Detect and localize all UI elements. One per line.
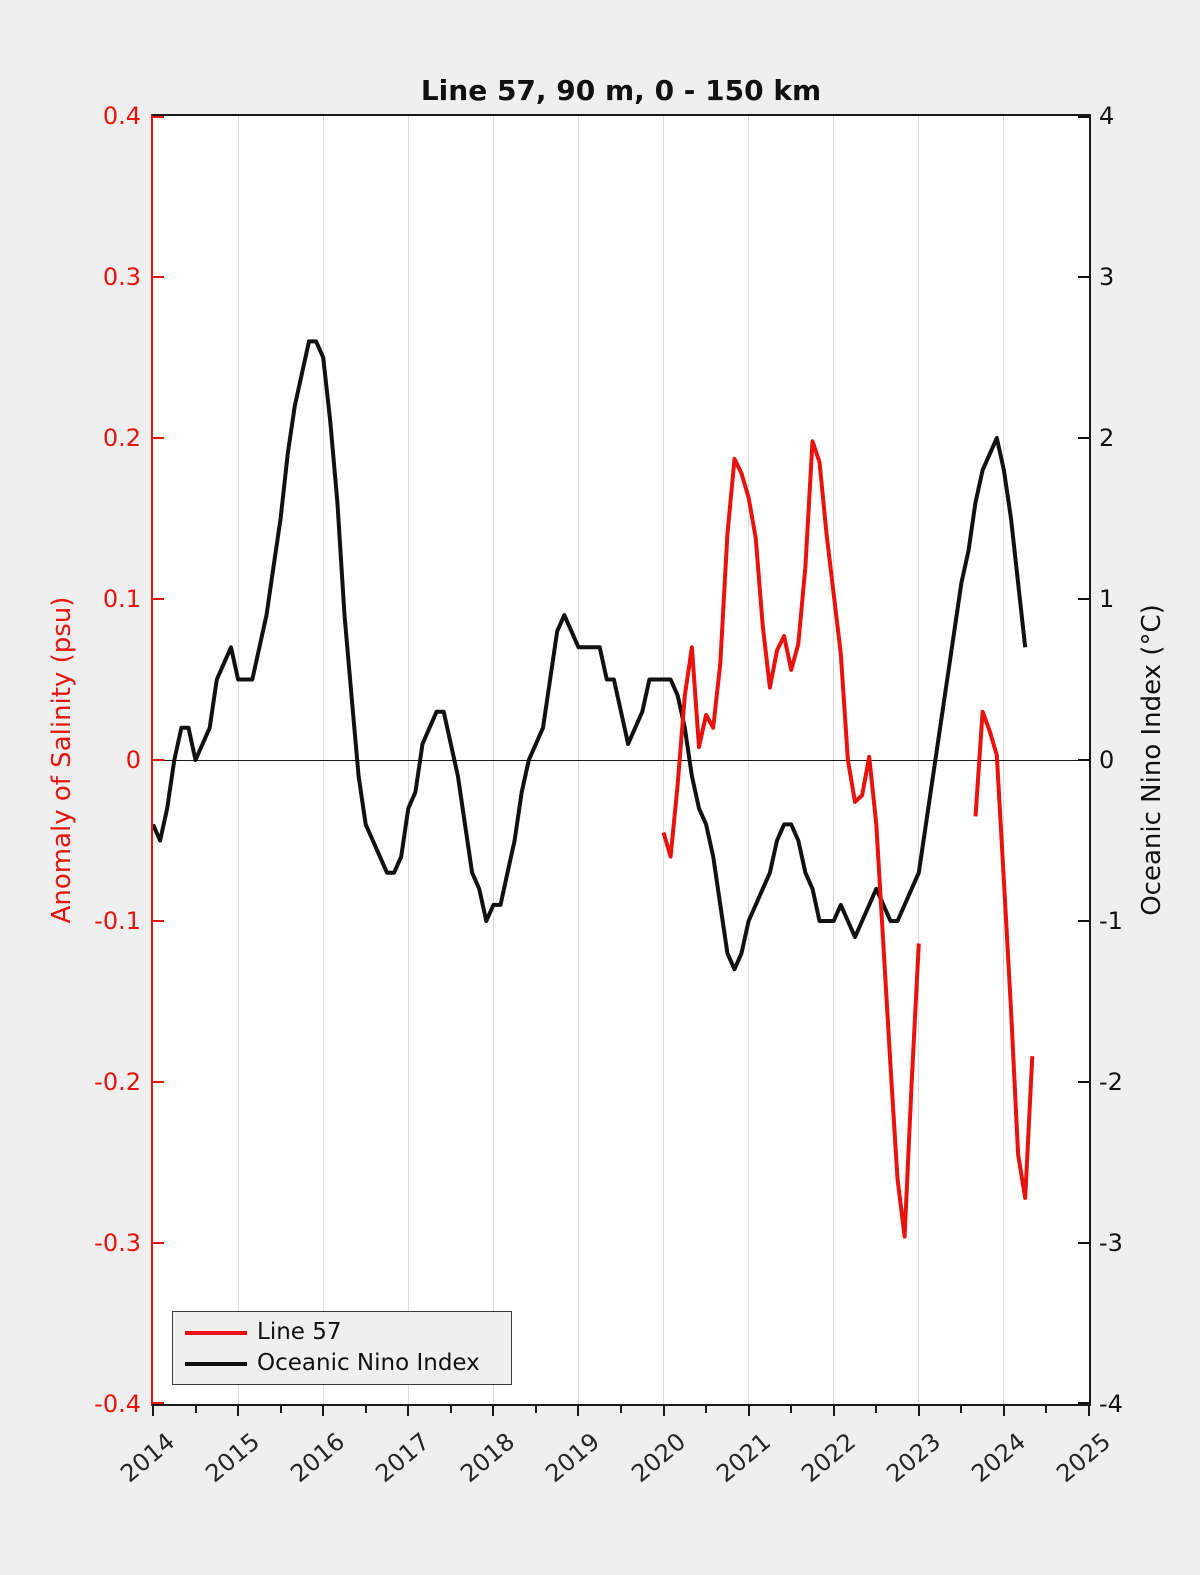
left-tick <box>153 1402 164 1404</box>
x-tick-label: 2016 <box>285 1427 351 1488</box>
x-tick-label: 2021 <box>710 1427 776 1488</box>
right-tick <box>1078 1081 1089 1083</box>
x-minor-tick <box>279 1404 282 1413</box>
x-major-tick <box>407 1404 410 1416</box>
x-minor-tick <box>449 1404 452 1413</box>
legend-item-line57: Line 57 <box>173 1318 511 1348</box>
left-tick <box>153 759 164 761</box>
x-tick-label: 2024 <box>966 1427 1031 1488</box>
left-tick <box>153 437 164 439</box>
right-tick <box>1078 1402 1089 1404</box>
x-major-tick <box>237 1404 240 1416</box>
right-tick <box>1078 920 1089 922</box>
left-tick-label: 0.2 <box>102 424 141 452</box>
legend-label-line57: Line 57 <box>257 1319 342 1345</box>
line57-swatch <box>185 1331 247 1335</box>
x-minor-tick <box>194 1404 197 1413</box>
x-major-tick <box>662 1404 665 1416</box>
chart-title: Line 57, 90 m, 0 - 150 km <box>420 74 822 107</box>
series-plot <box>153 339 1035 1239</box>
x-tick-label: 2015 <box>200 1427 266 1488</box>
line57-series-line <box>973 709 1035 1200</box>
x-tick-label: 2025 <box>1051 1427 1116 1488</box>
left-tick-label: -0.4 <box>94 1390 141 1418</box>
x-minor-tick <box>790 1404 793 1413</box>
x-tick-label: 2023 <box>881 1427 946 1488</box>
x-major-tick <box>577 1404 580 1416</box>
x-major-tick <box>747 1404 750 1416</box>
x-tick-label: 2018 <box>455 1427 521 1488</box>
right-tick-label: 1 <box>1099 585 1115 613</box>
right-tick-label: -1 <box>1099 907 1123 935</box>
x-minor-tick <box>1045 1404 1048 1413</box>
x-tick-label: 2020 <box>625 1427 691 1488</box>
x-minor-tick <box>534 1404 537 1413</box>
oni-swatch <box>185 1362 247 1366</box>
left-tick <box>153 598 164 600</box>
zero-line <box>153 760 1089 761</box>
left-tick <box>153 920 164 922</box>
x-major-tick <box>1002 1404 1005 1416</box>
right-tick-label: 4 <box>1099 102 1115 130</box>
right-tick <box>1078 437 1089 439</box>
x-major-tick <box>322 1404 325 1416</box>
x-minor-tick <box>705 1404 708 1413</box>
left-tick <box>153 1081 164 1083</box>
x-minor-tick <box>960 1404 963 1413</box>
legend: Line 57 Oceanic Nino Index <box>172 1311 512 1385</box>
right-tick-label: -3 <box>1099 1229 1123 1257</box>
right-tick <box>1078 276 1089 278</box>
line57-series-line <box>661 439 921 1239</box>
legend-item-oni: Oceanic Nino Index <box>173 1349 511 1379</box>
legend-label-oni: Oceanic Nino Index <box>257 1350 480 1376</box>
right-tick-label: -4 <box>1099 1390 1123 1418</box>
left-tick <box>153 116 164 118</box>
x-tick-label: 2019 <box>540 1427 606 1488</box>
left-tick-label: -0.2 <box>94 1068 141 1096</box>
x-major-tick <box>917 1404 920 1416</box>
x-major-tick <box>832 1404 835 1416</box>
right-tick <box>1078 759 1089 761</box>
oni-series-line <box>153 339 1028 972</box>
left-tick-label: 0.3 <box>102 263 141 291</box>
left-tick-label: -0.1 <box>94 907 141 935</box>
x-major-tick <box>492 1404 495 1416</box>
left-tick-label: -0.3 <box>94 1229 141 1257</box>
right-tick <box>1078 598 1089 600</box>
left-tick-label: 0 <box>125 746 141 774</box>
left-tick-label: 0.4 <box>102 102 141 130</box>
right-tick <box>1078 1242 1089 1244</box>
x-major-tick <box>1088 1404 1090 1416</box>
right-tick <box>1078 116 1089 118</box>
x-minor-tick <box>875 1404 878 1413</box>
right-tick-label: 3 <box>1099 263 1115 291</box>
x-minor-tick <box>620 1404 622 1413</box>
x-tick-label: 2014 <box>115 1427 180 1488</box>
right-tick-label: 0 <box>1099 746 1115 774</box>
left-tick-label: 0.1 <box>102 585 141 613</box>
x-tick-label: 2022 <box>795 1427 861 1488</box>
right-tick-label: 2 <box>1099 424 1115 452</box>
x-major-tick <box>152 1404 154 1416</box>
plot-area <box>151 114 1091 1406</box>
x-minor-tick <box>364 1404 367 1413</box>
x-tick-label: 2017 <box>370 1427 436 1488</box>
right-tick-label: -2 <box>1099 1068 1123 1096</box>
left-tick <box>153 1242 164 1244</box>
left-tick <box>153 276 164 278</box>
